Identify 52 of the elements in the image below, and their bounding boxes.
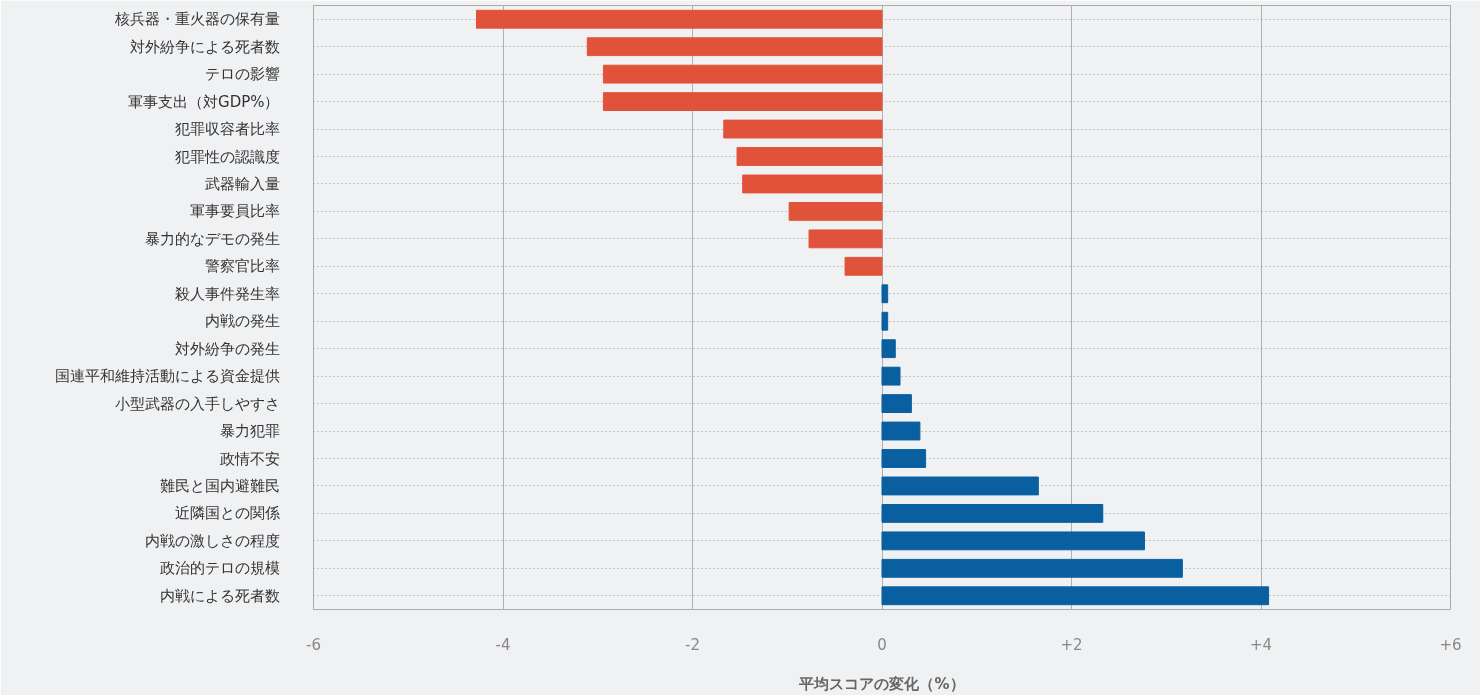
- y-tick-label: 警察官比率: [204, 257, 280, 276]
- bar: [881, 586, 1270, 606]
- x-tick-label: +4: [1249, 635, 1273, 654]
- bar: [475, 9, 883, 29]
- bar: [723, 119, 883, 139]
- bar: [844, 256, 883, 276]
- bar: [881, 476, 1039, 496]
- y-tick-label: 殺人事件発生率: [174, 284, 280, 303]
- bar: [742, 174, 883, 194]
- y-tick-label: 政情不安: [219, 449, 280, 468]
- bar: [602, 64, 883, 84]
- x-axis-title: 平均スコアの変化（%）: [798, 674, 965, 693]
- bar: [788, 201, 883, 221]
- y-tick-label: 対外紛争による死者数: [129, 37, 280, 56]
- y-tick-label: 暴力犯罪: [219, 422, 280, 441]
- bar: [881, 421, 921, 441]
- y-tick-label: 武器輸入量: [204, 174, 280, 193]
- bar: [881, 394, 912, 414]
- y-tick-label: 小型武器の入手しやすさ: [114, 394, 280, 413]
- y-tick-label: 犯罪性の認識度: [174, 147, 280, 166]
- x-tick-label: +6: [1439, 635, 1462, 654]
- y-tick-label: 犯罪収容者比率: [174, 120, 280, 139]
- x-tick-label: -6: [306, 635, 321, 654]
- x-tick-label: -2: [685, 635, 700, 654]
- y-tick-label: 政治的テロの規模: [159, 559, 280, 578]
- y-tick-label: 対外紛争の発生: [174, 339, 280, 358]
- y-tick-label: 軍事支出（対GDP%）: [128, 92, 280, 111]
- x-tick-label: +2: [1060, 635, 1083, 654]
- x-tick-label: -4: [495, 635, 511, 654]
- bar: [808, 229, 883, 249]
- bar: [881, 531, 1145, 551]
- bar: [881, 503, 1104, 523]
- bar: [736, 147, 883, 166]
- y-tick-label: 核兵器・重火器の保有量: [113, 10, 280, 29]
- bar: [602, 92, 883, 112]
- y-tick-label: 難民と国内避難民: [159, 476, 280, 495]
- y-tick-label: 内戦の激しさの程度: [144, 531, 280, 550]
- y-tick-label: 国連平和維持活動による資金提供: [54, 367, 280, 386]
- bar: [881, 284, 889, 304]
- bar: [881, 339, 896, 359]
- y-tick-label: 暴力的なデモの発生: [144, 229, 280, 248]
- bar: [586, 37, 883, 57]
- bar: [881, 558, 1183, 578]
- bar: [881, 366, 901, 386]
- bar: [881, 449, 927, 468]
- y-tick-label: テロの影響: [204, 65, 280, 84]
- y-tick-label: 近隣国との関係: [174, 504, 280, 523]
- bar: [881, 311, 889, 331]
- y-tick-label: 軍事要員比率: [189, 202, 280, 221]
- y-tick-label: 内戦の発生: [204, 312, 280, 331]
- y-tick-label: 内戦による死者数: [159, 586, 280, 605]
- x-tick-label: 0: [877, 635, 887, 654]
